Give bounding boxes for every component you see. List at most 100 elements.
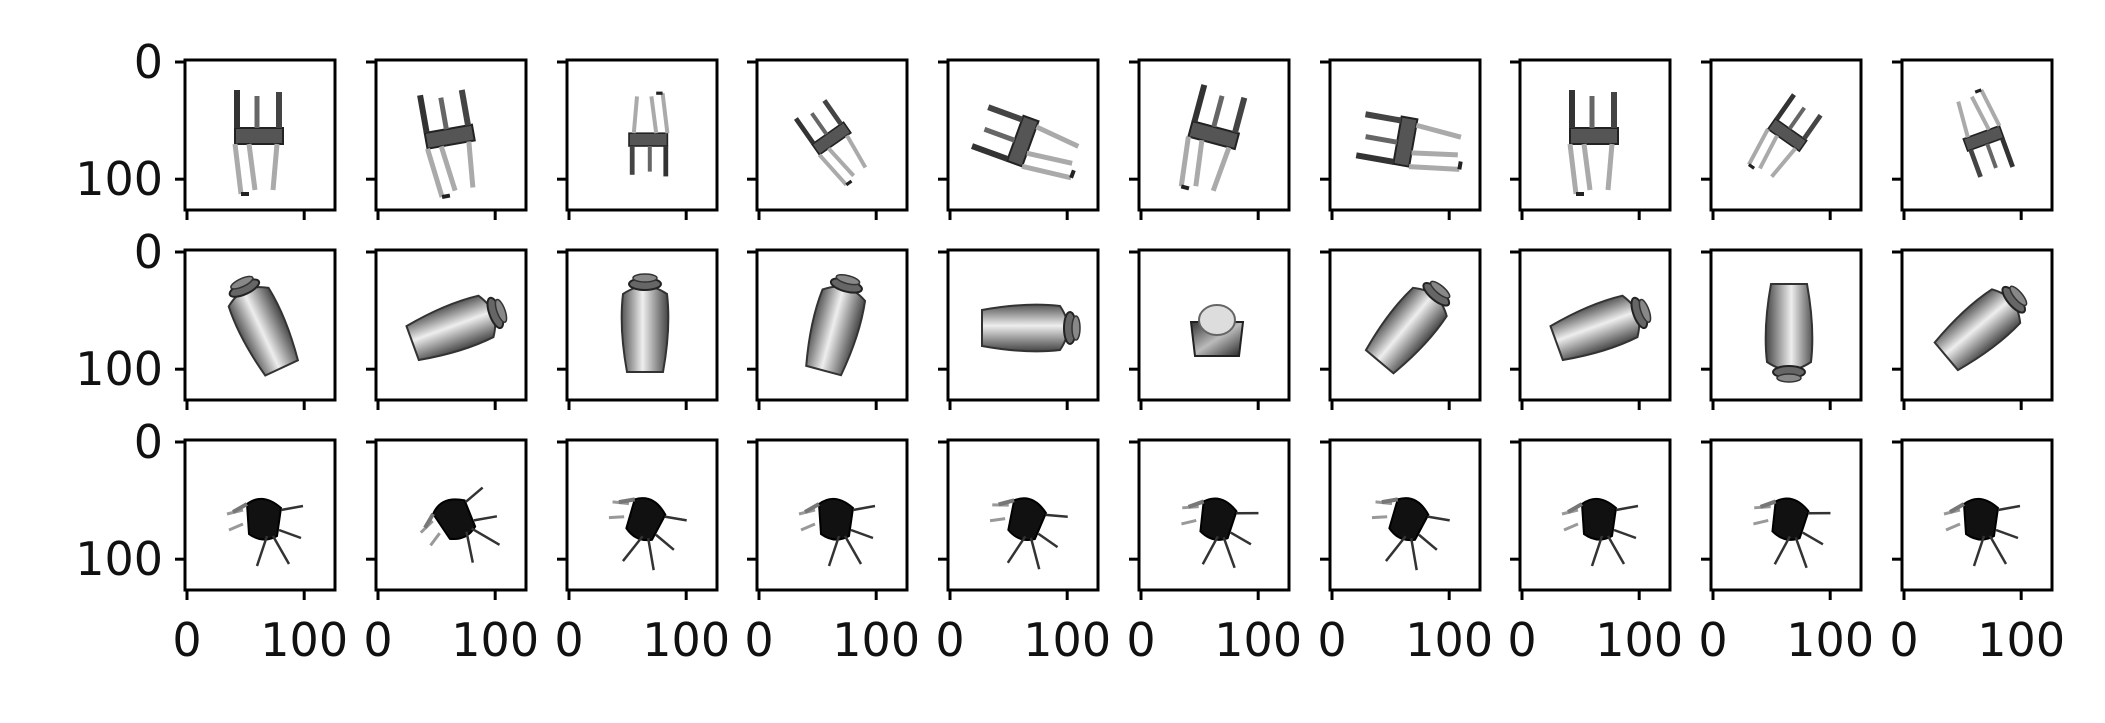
panel-r2-c3 xyxy=(557,248,719,410)
y-tick-label: 0 xyxy=(134,35,163,89)
vase-render xyxy=(620,273,670,373)
panel-frame xyxy=(1518,248,1672,402)
panel-frame xyxy=(755,438,909,592)
panel-frame xyxy=(374,438,528,592)
panel-frame xyxy=(1518,438,1672,592)
shell-chair-render xyxy=(608,497,687,571)
panel-r2-c7 xyxy=(1320,248,1482,410)
panel-r1-c1: 0 100 xyxy=(75,35,337,220)
panel-r1-c3 xyxy=(557,58,719,220)
x-tick-label: 0 xyxy=(935,613,964,667)
panel-r3-c7: 0 100 xyxy=(1317,438,1493,667)
panel-frame xyxy=(565,248,719,402)
x-tick-label: 0 xyxy=(744,613,773,667)
panel-r1-c5 xyxy=(938,58,1100,220)
y-tick-label: 0 xyxy=(134,225,163,279)
shell-chair-render xyxy=(1561,497,1639,567)
shell-chair-render xyxy=(419,486,501,563)
panel-frame xyxy=(374,58,528,212)
vase-render xyxy=(1933,285,2028,372)
chair-render xyxy=(793,99,868,187)
x-tick-label: 100 xyxy=(1405,613,1493,667)
panel-frame xyxy=(946,438,1100,592)
panel-frame xyxy=(755,58,909,212)
panel-frame xyxy=(1900,58,2054,212)
panel-frame xyxy=(1900,438,2054,592)
chair-render xyxy=(1355,111,1463,172)
shell-chair-render xyxy=(1371,497,1450,571)
panel-r2-c5 xyxy=(938,248,1100,410)
panel-frame xyxy=(1137,438,1291,592)
y-tick-label: 100 xyxy=(75,152,163,206)
chair-render xyxy=(628,91,670,177)
panel-r1-c10 xyxy=(1892,58,2054,220)
vase-render xyxy=(1549,294,1652,362)
panel-r3-c3: 0 100 xyxy=(554,438,730,667)
panel-r3-c2: 0 100 xyxy=(363,438,539,667)
panel-r1-c4 xyxy=(747,58,909,220)
shell-chair-render xyxy=(226,497,304,567)
x-tick-label: 100 xyxy=(451,613,539,667)
panel-frame xyxy=(1137,248,1291,402)
vase-render xyxy=(805,273,867,377)
panel-frame xyxy=(565,58,719,212)
x-tick-label: 100 xyxy=(642,613,730,667)
panel-r1-c7 xyxy=(1320,58,1482,220)
x-tick-label: 0 xyxy=(172,613,201,667)
chair-render xyxy=(1747,93,1823,178)
y-tick-label: 0 xyxy=(134,415,163,469)
panel-r2-c8 xyxy=(1510,248,1672,410)
x-tick-label: 100 xyxy=(832,613,920,667)
y-tick-label: 100 xyxy=(75,532,163,586)
chair-render xyxy=(970,104,1080,181)
chair-render xyxy=(1178,84,1248,192)
panel-r2-c4 xyxy=(747,248,909,410)
x-tick-label: 0 xyxy=(1507,613,1536,667)
x-tick-label: 100 xyxy=(1595,613,1683,667)
panel-r3-c9: 0 100 xyxy=(1698,438,1874,667)
vase-render xyxy=(227,275,300,377)
panel-frame xyxy=(755,248,909,402)
panel-frame xyxy=(183,58,337,212)
x-tick-label: 0 xyxy=(1698,613,1727,667)
panel-r3-c4: 0 100 xyxy=(744,438,920,667)
panel-r2-c6 xyxy=(1129,248,1291,410)
x-tick-label: 0 xyxy=(554,613,583,667)
chair-render xyxy=(1956,88,2015,178)
vase-render xyxy=(1764,283,1814,383)
panel-r1-c6 xyxy=(1129,58,1291,220)
panel-r2-c1: 0 100 xyxy=(75,225,337,410)
vase-render xyxy=(1364,280,1451,375)
shell-chair-render xyxy=(1753,497,1831,569)
vase-render xyxy=(405,294,508,362)
panel-frame xyxy=(565,438,719,592)
panel-frame xyxy=(1328,438,1482,592)
chair-render xyxy=(1567,90,1619,196)
x-tick-label: 100 xyxy=(260,613,348,667)
panel-frame xyxy=(183,248,337,402)
shell-chair-render xyxy=(989,497,1068,570)
panel-r1-c2 xyxy=(366,58,528,220)
panel-frame xyxy=(1709,248,1863,402)
x-tick-label: 0 xyxy=(1317,613,1346,667)
x-tick-label: 100 xyxy=(1977,613,2065,667)
panel-frame xyxy=(946,58,1100,212)
vase-render xyxy=(981,303,1081,353)
panel-frame xyxy=(1518,58,1672,212)
panel-frame xyxy=(1328,248,1482,402)
panel-frame xyxy=(1137,58,1291,212)
x-tick-label: 0 xyxy=(363,613,392,667)
x-tick-label: 100 xyxy=(1214,613,1302,667)
panel-r3-c10: 0 100 xyxy=(1889,438,2065,667)
chair-render xyxy=(232,90,284,196)
x-tick-label: 0 xyxy=(1126,613,1155,667)
panel-r2-c10 xyxy=(1892,248,2054,410)
panel-r1-c9 xyxy=(1701,58,1863,220)
panel-r3-c8: 0 100 xyxy=(1507,438,1683,667)
panel-frame xyxy=(183,438,337,592)
panel-r3-c6: 0 100 xyxy=(1126,438,1302,667)
chair-render xyxy=(417,89,476,199)
x-tick-label: 100 xyxy=(1786,613,1874,667)
